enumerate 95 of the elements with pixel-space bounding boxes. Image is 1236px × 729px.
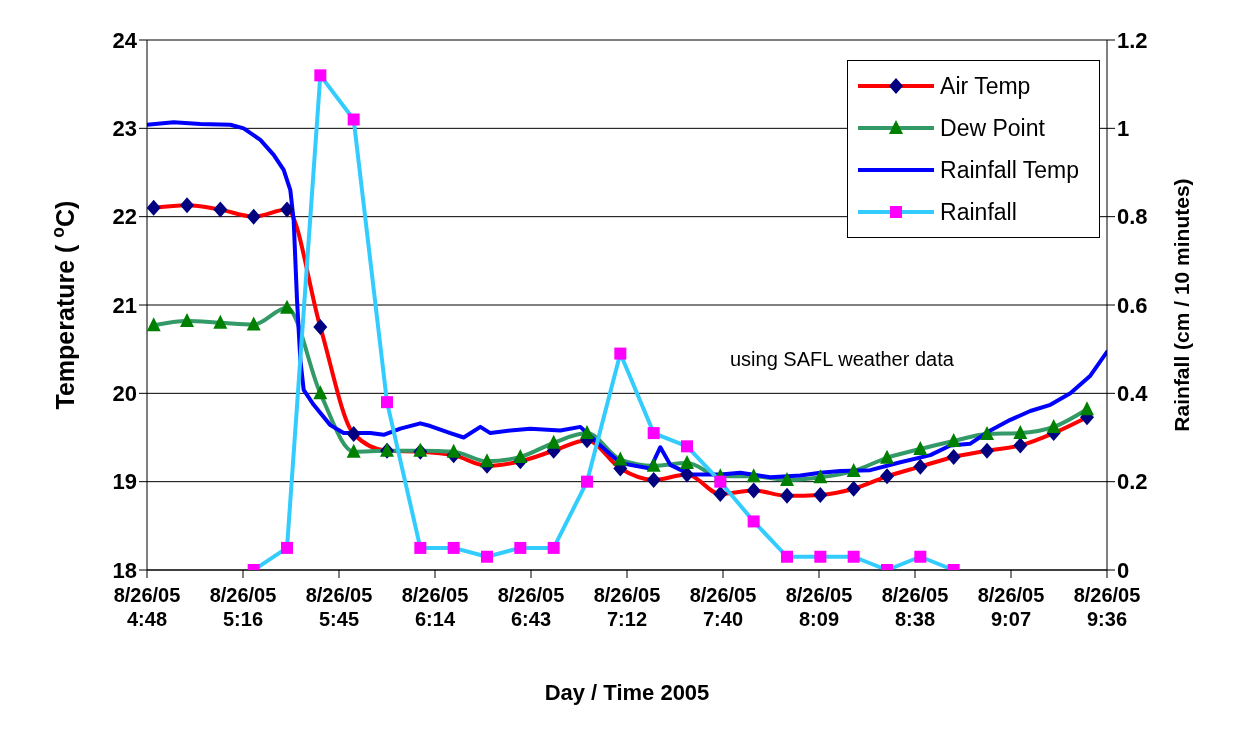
point — [646, 457, 661, 472]
point — [747, 515, 760, 528]
point — [946, 433, 961, 448]
point — [880, 468, 894, 485]
x-tick-label: 8/26/05 5:16 — [209, 584, 277, 630]
point — [147, 317, 161, 332]
y2-tick-label: 1 — [1117, 116, 1130, 142]
legend-label: Rainfall — [940, 198, 1017, 226]
point — [280, 299, 294, 314]
point — [780, 471, 794, 486]
point — [414, 541, 427, 554]
legend-label: Dew Point — [940, 114, 1045, 142]
point — [447, 541, 460, 554]
point — [814, 550, 827, 563]
point — [546, 434, 561, 449]
point — [481, 550, 493, 563]
point — [246, 316, 261, 331]
point — [846, 463, 861, 478]
point — [180, 312, 194, 327]
point — [980, 442, 994, 459]
point — [647, 427, 660, 440]
point — [813, 469, 828, 484]
x-tick-label: 8/26/05 4:48 — [113, 584, 181, 630]
x-tick-label: 8/26/05 9:07 — [977, 584, 1045, 630]
y-tick-label: 20 — [112, 381, 137, 407]
y-tick-label: 22 — [112, 204, 137, 230]
y-tick-label: 18 — [112, 557, 137, 583]
point — [313, 385, 328, 400]
point — [681, 440, 693, 453]
x-tick-label: 8/26/05 7:12 — [593, 584, 661, 630]
point — [714, 475, 727, 488]
y2-tick-label: 0 — [1117, 557, 1130, 583]
y-tick-label: 19 — [112, 469, 137, 495]
point — [281, 541, 293, 554]
point — [913, 440, 928, 455]
point — [846, 480, 861, 497]
point — [347, 113, 360, 126]
y2-axis-title: Rainfall (cm / 10 minutes) — [1170, 178, 1193, 432]
point — [246, 208, 261, 225]
point — [514, 541, 527, 554]
point — [213, 201, 228, 218]
point — [946, 448, 961, 465]
point — [213, 314, 228, 329]
point — [913, 458, 928, 475]
point — [381, 396, 393, 409]
y2-tick-label: 0.2 — [1117, 469, 1148, 495]
x-tick-label: 8/26/05 8:38 — [881, 584, 949, 630]
point — [580, 425, 594, 440]
point — [1080, 401, 1094, 416]
y2-tick-label: 1.2 — [1117, 27, 1148, 53]
annotation: using SAFL weather data — [730, 348, 954, 371]
point — [1046, 418, 1061, 433]
x-tick-label: 8/26/05 9:36 — [1073, 584, 1141, 630]
point — [713, 486, 728, 503]
point — [480, 453, 494, 468]
point — [914, 550, 927, 563]
x-tick-label: 8/26/05 6:14 — [401, 584, 469, 630]
point — [346, 425, 361, 442]
y-tick-label: 21 — [112, 292, 137, 318]
point — [746, 482, 761, 499]
point — [613, 451, 628, 466]
point — [547, 541, 560, 554]
x-tick-label: 8/26/05 8:09 — [785, 584, 853, 630]
x-tick-label: 8/26/05 6:43 — [497, 584, 565, 630]
point — [746, 468, 761, 483]
point — [781, 550, 793, 563]
point — [646, 471, 661, 488]
x-axis-title: Day / Time 2005 — [544, 680, 710, 705]
point — [780, 487, 794, 504]
point — [1013, 425, 1028, 440]
point — [346, 443, 361, 458]
point — [446, 443, 461, 458]
point — [180, 197, 194, 214]
point — [581, 475, 593, 488]
point — [847, 550, 860, 563]
x-tick-label: 8/26/05 7:40 — [689, 584, 757, 630]
point — [314, 69, 327, 82]
point — [1013, 437, 1028, 454]
point — [313, 319, 328, 336]
point — [880, 449, 894, 464]
y2-tick-label: 0.8 — [1117, 204, 1148, 230]
point — [680, 455, 694, 470]
y-tick-label: 23 — [112, 116, 137, 142]
y2-tick-label: 0.4 — [1117, 381, 1149, 407]
legend-label: Rainfall Temp — [940, 156, 1079, 184]
legend-label: Air Temp — [940, 72, 1031, 100]
y2-tick-label: 0.6 — [1117, 292, 1148, 318]
point — [280, 201, 294, 218]
point — [513, 448, 528, 463]
point — [614, 347, 627, 360]
point — [147, 199, 161, 216]
y-tick-label: 24 — [112, 27, 138, 53]
point — [980, 425, 994, 440]
point — [813, 486, 828, 503]
x-tick-label: 8/26/05 5:45 — [305, 584, 373, 630]
